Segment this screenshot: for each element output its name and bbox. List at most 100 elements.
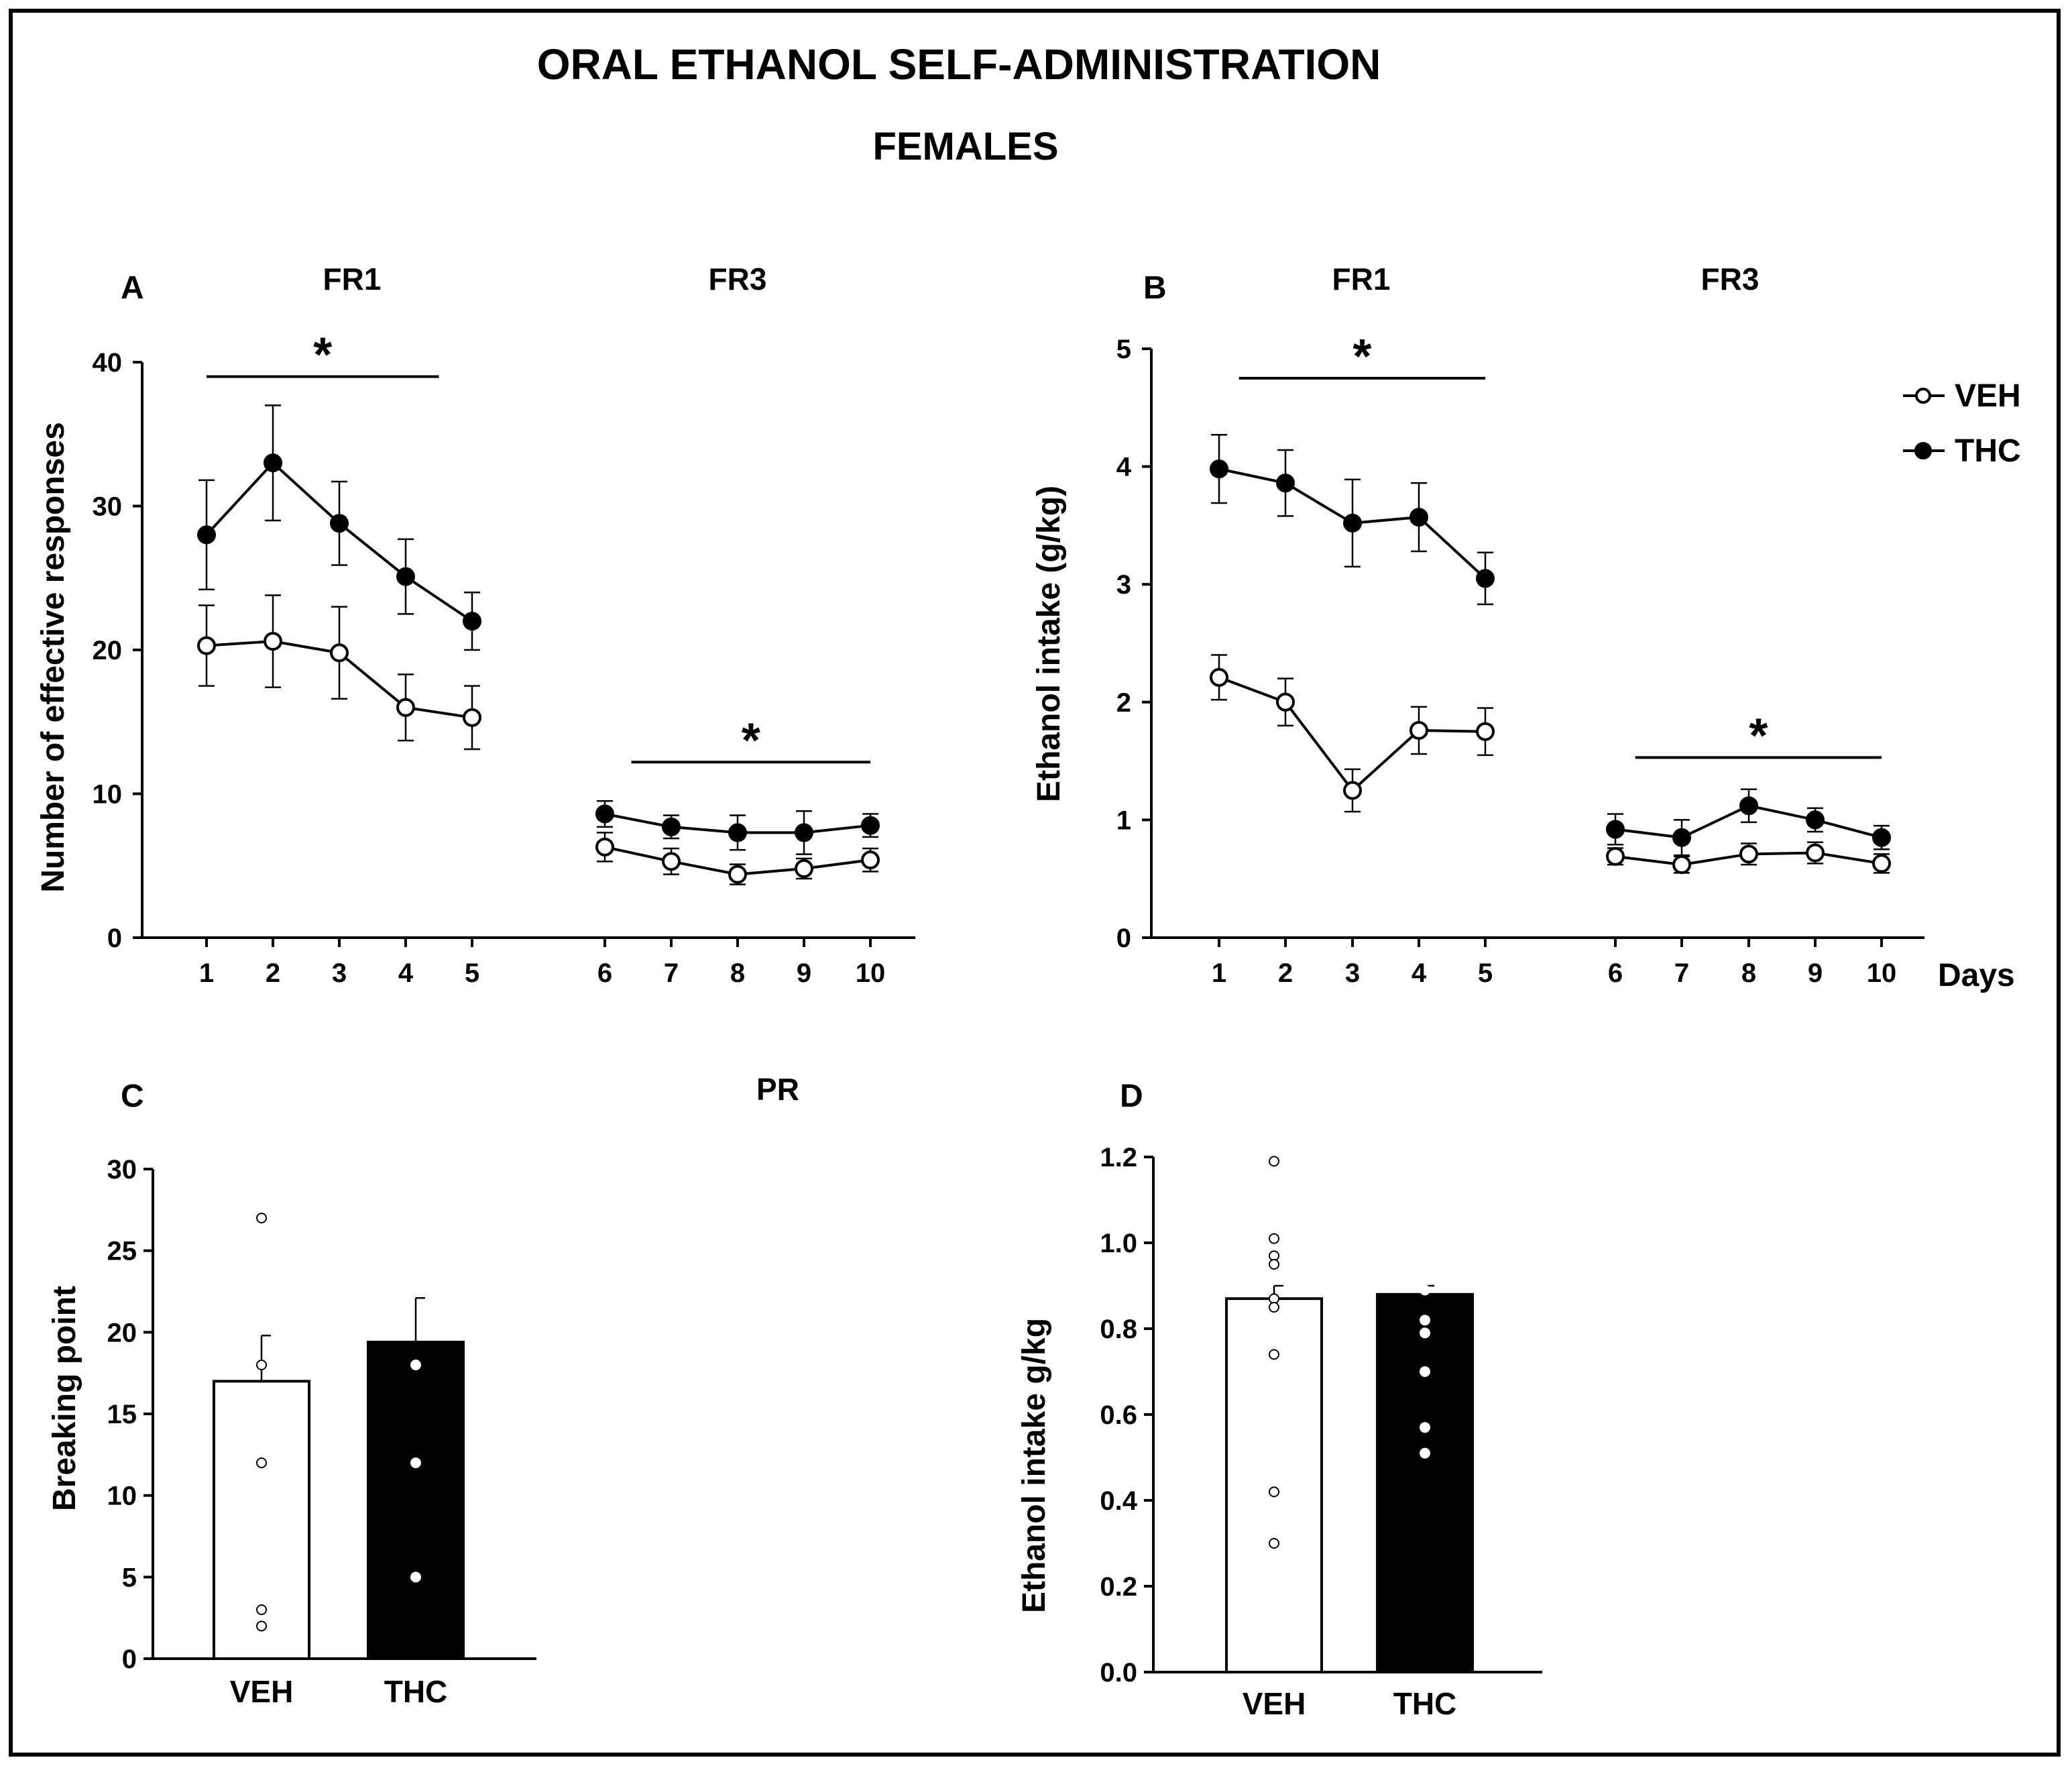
- panel-c: C PR Breaking point 0 5 10 15 20 25 30 VEH THC: [47, 1072, 799, 1709]
- panel-c-y-tick-label: 10: [107, 1482, 137, 1511]
- panel-a-y-tick-label: 0: [107, 924, 122, 953]
- panel-a-x-tick-label: 6: [597, 958, 612, 988]
- panel-a-y-tick-label: 10: [93, 780, 123, 810]
- panel-b-phase-fr1: FR1: [1332, 262, 1391, 296]
- panel-a-veh-point: [264, 632, 282, 651]
- panel-d-thc-data-point: [1420, 1237, 1430, 1248]
- panel-d-letter: D: [1120, 1079, 1143, 1114]
- panel-d-thc-data-point: [1420, 1272, 1430, 1283]
- panel-d-y-tick-label: 1.2: [1100, 1143, 1137, 1172]
- panel-c-y-tick-label: 15: [107, 1400, 137, 1429]
- panel-a-thc-point: [396, 567, 415, 586]
- panel-b-significance-star: *: [1749, 709, 1768, 763]
- panel-a-x-tick-label: 1: [199, 958, 214, 988]
- panel-d-y-axis-label: Ethanol intake g/kg: [1017, 1318, 1052, 1613]
- panel-d-category-label-thc: THC: [1393, 1686, 1457, 1721]
- panel-b-veh-point: [1276, 692, 1295, 712]
- panel-b-y-tick-label: 0: [1116, 924, 1131, 953]
- panel-c-veh-data-point: [256, 1620, 267, 1632]
- panel-c-y-axis-label: Breaking point: [47, 1286, 82, 1511]
- panel-a-veh-point: [595, 837, 614, 857]
- panel-a-y-axis-label: Number of effective responses: [36, 422, 71, 893]
- panel-d-y-tick-label: 1.0: [1100, 1229, 1137, 1258]
- panel-c-bar-veh: [213, 1380, 310, 1660]
- panel-b-y-tick-label: 3: [1116, 570, 1131, 600]
- panel-a-veh-point: [795, 859, 813, 879]
- panel-b-veh-point: [1872, 854, 1891, 873]
- panel-a-thc-point: [197, 525, 216, 545]
- panel-d-thc-data-point: [1420, 1447, 1430, 1459]
- panel-b-y-tick-label: 1: [1116, 806, 1131, 835]
- panel-d-thc-data-point: [1420, 1422, 1430, 1433]
- panel-a-x-tick-label: 4: [398, 958, 414, 988]
- panel-a-significance-star: *: [742, 714, 760, 767]
- panel-c-y-tick-label: 5: [122, 1563, 137, 1592]
- panel-d-y-tick-label: 0.4: [1100, 1486, 1137, 1516]
- panel-b-thc-point: [1806, 810, 1825, 830]
- panel-b-significance-star: *: [1352, 330, 1371, 384]
- legend-thc-label: THC: [1955, 433, 2021, 469]
- panel-b-x-tick-label: 3: [1345, 958, 1360, 988]
- panel-b-x-tick-label: 5: [1478, 958, 1493, 988]
- panel-c-plot: 0 5 10 15 20 25 30 VEH THC: [107, 1155, 536, 1709]
- legend: VEH THC: [1903, 378, 2021, 469]
- panel-b-thc-point: [1343, 513, 1362, 533]
- panel-a-y-tick-label: 30: [93, 492, 123, 522]
- panel-c-veh-data-point: [256, 1457, 267, 1468]
- panel-c-letter: C: [121, 1079, 144, 1114]
- panel-d-thc-data-point: [1420, 1366, 1430, 1377]
- panel-d-category-label-veh: VEH: [1243, 1686, 1306, 1721]
- panel-a-veh-point: [728, 865, 747, 884]
- panel-d-veh-data-point: [1269, 1156, 1279, 1167]
- panel-c-y-tick-label: 30: [107, 1155, 137, 1184]
- panel-a-thc-point: [662, 817, 681, 836]
- panel-b-thc-point: [1606, 820, 1625, 839]
- panel-a-y-tick-label: 20: [93, 636, 123, 665]
- panel-b-x-tick-label: 8: [1741, 958, 1756, 988]
- panel-b-x-tick-label: 2: [1278, 958, 1293, 988]
- panel-a-thc-point: [264, 453, 282, 473]
- panel-a-thc-point: [463, 612, 481, 631]
- panel-c-veh-data-point: [256, 1213, 267, 1223]
- panel-c-veh-data-point: [256, 1604, 267, 1615]
- legend-veh-label: VEH: [1955, 378, 2021, 414]
- panel-a-veh-point: [861, 850, 880, 870]
- panel-b-veh-point: [1672, 855, 1691, 875]
- panel-a: A FR1 FR3 Number of effective responses …: [36, 262, 915, 988]
- panel-a-y-tick-label: 40: [93, 348, 123, 378]
- panel-b-veh-point: [1210, 667, 1228, 687]
- figure-subtitle: FEMALES: [872, 125, 1058, 168]
- panel-b-thc-point: [1476, 569, 1495, 588]
- panel-c-y-tick-label: 0: [122, 1645, 137, 1674]
- panel-a-thc-point: [595, 804, 614, 824]
- figure-border: [9, 9, 2061, 1757]
- panel-d-bar-veh: [1225, 1297, 1323, 1673]
- panel-c-category-label-thc: THC: [384, 1674, 448, 1709]
- panel-a-x-tick-label: 10: [856, 958, 886, 988]
- panel-b-thc-point: [1739, 796, 1758, 816]
- panel-d-y-tick-label: 0.6: [1100, 1400, 1137, 1430]
- panel-b-y-tick-label: 4: [1116, 453, 1132, 482]
- panel-b-thc-point: [1872, 828, 1891, 847]
- panel-c-y-tick-label: 25: [107, 1237, 137, 1266]
- panel-d-thc-data-point: [1420, 1315, 1430, 1326]
- panel-c-thc-data-point: [410, 1360, 421, 1370]
- panel-b-y-tick-label: 5: [1116, 335, 1131, 364]
- panel-a-thc-point: [861, 816, 880, 835]
- panel-d-thc-data-point: [1420, 1284, 1430, 1296]
- panel-a-veh-point: [463, 708, 481, 727]
- panel-b-veh-point: [1806, 843, 1825, 863]
- panel-b-phase-fr3: FR3: [1701, 262, 1760, 296]
- panel-b-x-tick-label: 4: [1412, 958, 1427, 988]
- panel-a-x-tick-label: 3: [332, 958, 347, 988]
- panel-b-veh-point: [1739, 844, 1758, 864]
- panel-d-veh-data-point: [1269, 1349, 1279, 1360]
- panel-b-veh-point: [1606, 846, 1625, 866]
- panel-d-thc-data-point: [1420, 1327, 1430, 1339]
- panel-b-thc-point: [1276, 474, 1295, 493]
- panel-c-thc-data-point: [410, 1213, 421, 1223]
- panel-d-thc-data-point: [1420, 1190, 1430, 1201]
- panel-a-x-tick-label: 5: [465, 958, 479, 988]
- panel-d-bar-thc: [1376, 1292, 1474, 1674]
